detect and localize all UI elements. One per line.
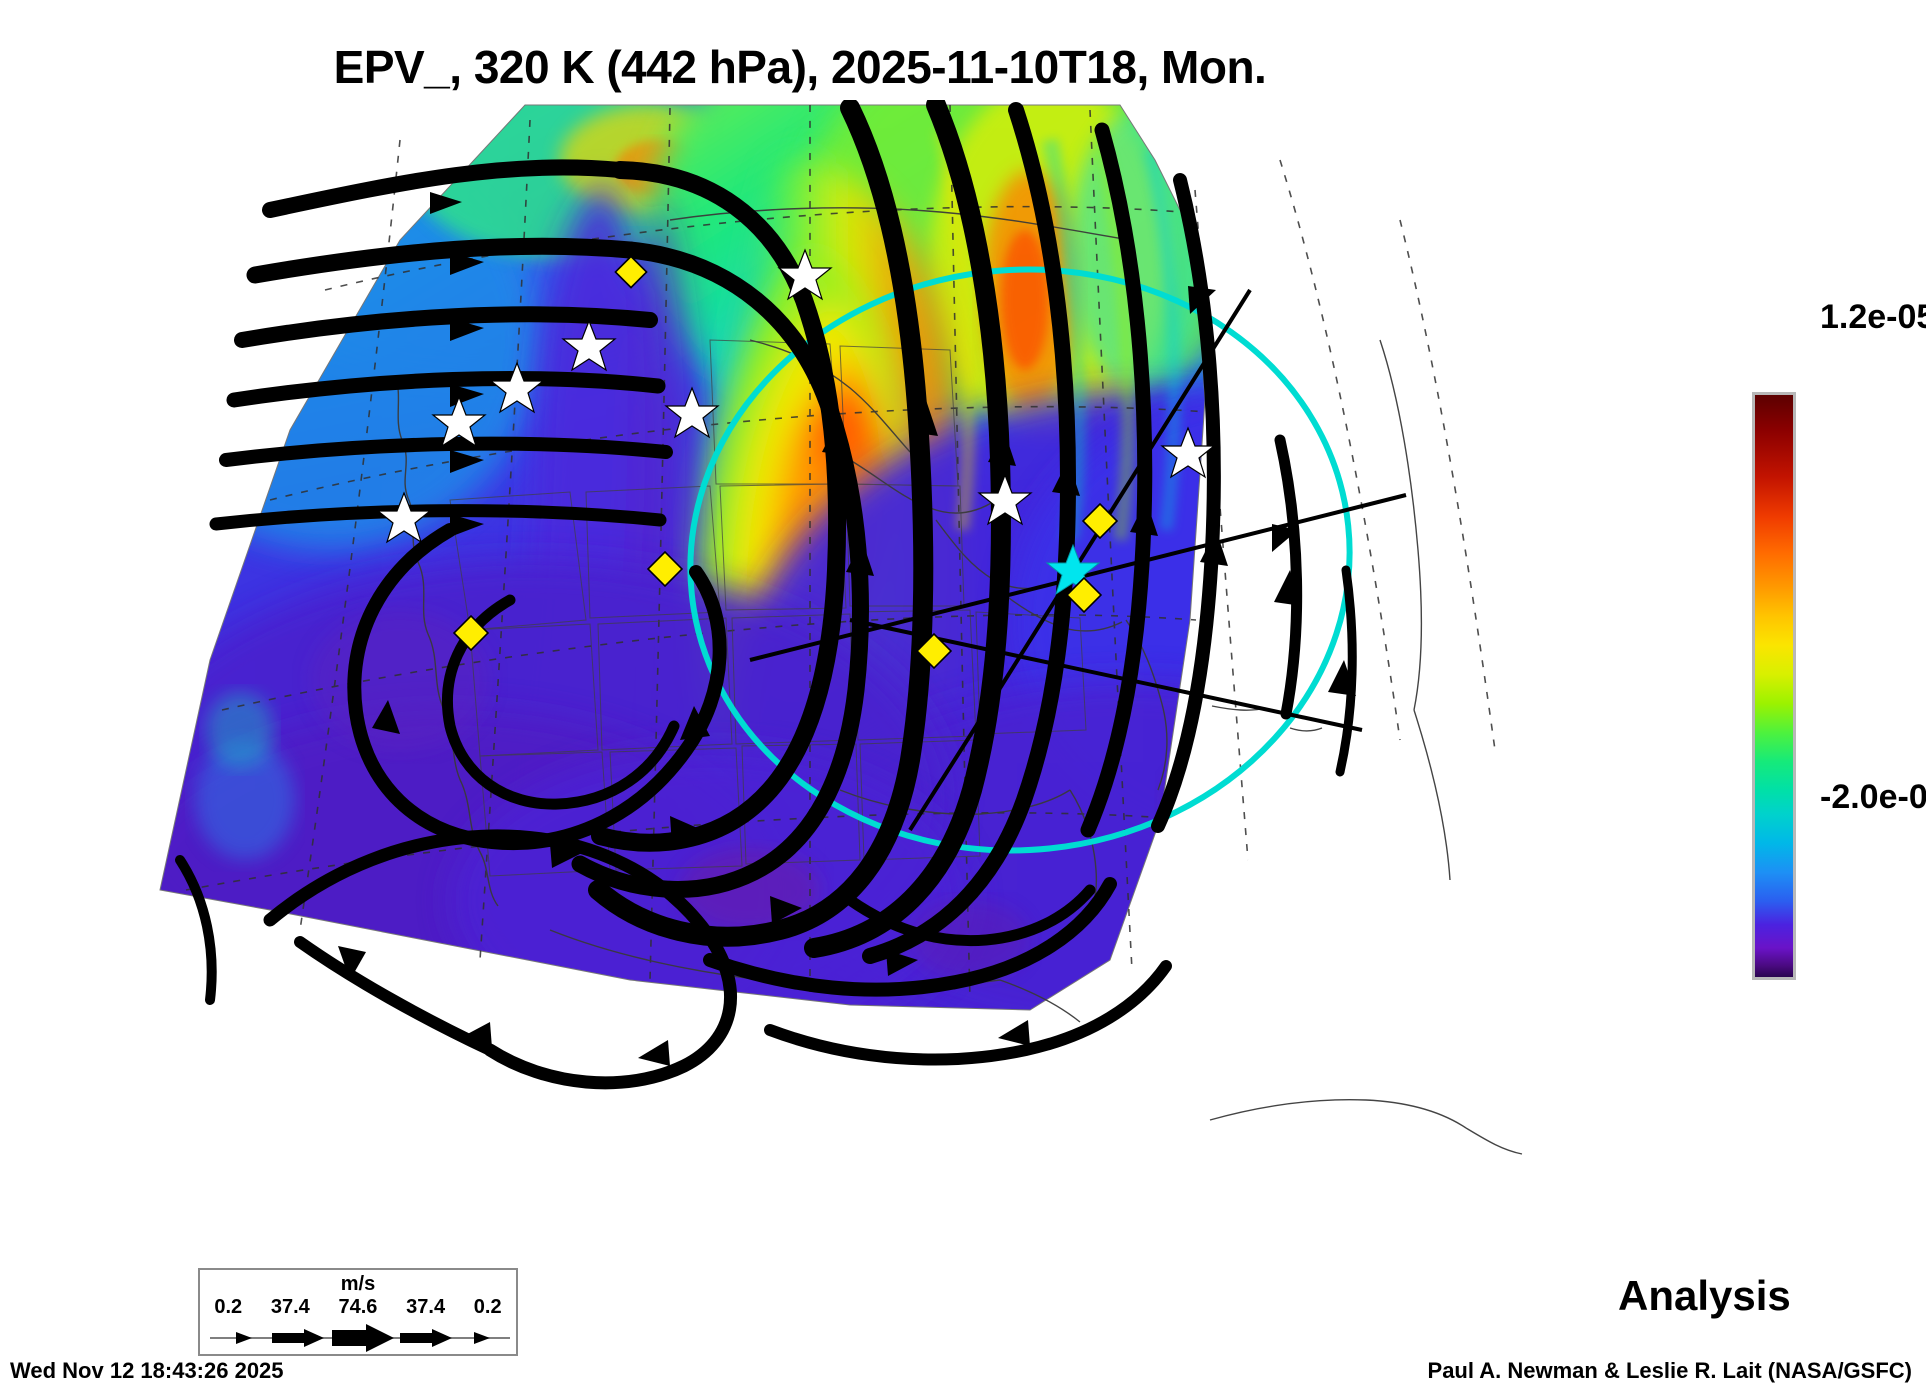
station-marker-yellow-diamond	[452, 614, 490, 652]
wind-legend-value: 0.2	[214, 1296, 243, 1318]
station-marker-yellow-diamond	[915, 632, 953, 670]
colorbar-min-label: -2.0e-06	[1820, 778, 1926, 816]
station-marker-white-star	[664, 386, 720, 439]
wind-legend-units: m/s	[340, 1273, 376, 1295]
map-plot-area[interactable]	[150, 100, 1550, 1260]
wind-legend-value: 74.6	[338, 1296, 378, 1318]
map-canvas	[159, 100, 1523, 1155]
render-timestamp: Wed Nov 12 18:43:26 2025	[10, 1358, 284, 1383]
colorbar-gradient	[1755, 395, 1793, 977]
lat-lon-graticule	[185, 104, 1496, 1001]
wind-legend-value: 37.4	[406, 1296, 446, 1318]
station-marker-yellow-diamond	[614, 255, 648, 289]
analysis-label: Analysis	[1618, 1272, 1791, 1319]
wind-legend-arrows	[210, 1324, 510, 1352]
station-marker-white-star-group[interactable]	[376, 248, 1216, 544]
station-marker-yellow-diamond	[646, 550, 684, 588]
author-credit: Paul A. Newman & Leslie R. Lait (NASA/GS…	[1427, 1358, 1912, 1383]
station-marker-white-star	[977, 473, 1033, 526]
page-title: EPV_, 320 K (442 hPa), 2025-11-10T18, Mo…	[333, 41, 1267, 93]
wind-legend-value: 0.2	[473, 1296, 502, 1318]
wind-streamlines	[175, 100, 1357, 1090]
wind-legend-values: 0.2 37.4 74.6 37.4 0.2	[200, 1296, 516, 1319]
station-marker-yellow-diamond	[1081, 502, 1119, 540]
station-marker-diamond-group[interactable]	[452, 255, 1119, 670]
wind-speed-legend: m/s 0.2 37.4 74.6 37.4 0.2	[198, 1268, 518, 1356]
station-marker-white-star	[777, 248, 833, 301]
colorbar-max-label: 1.2e-05	[1820, 298, 1926, 336]
station-marker-white-star	[561, 319, 617, 372]
station-marker-yellow-diamond	[1065, 576, 1103, 614]
station-marker-white-star	[1160, 426, 1216, 479]
station-marker-white-star	[489, 361, 545, 414]
streamline-arrowheads	[338, 192, 1356, 1066]
station-marker-white-star	[431, 395, 487, 448]
wind-legend-value: 37.4	[270, 1296, 310, 1318]
station-marker-white-star	[376, 491, 432, 544]
colorbar[interactable]	[1752, 392, 1796, 980]
